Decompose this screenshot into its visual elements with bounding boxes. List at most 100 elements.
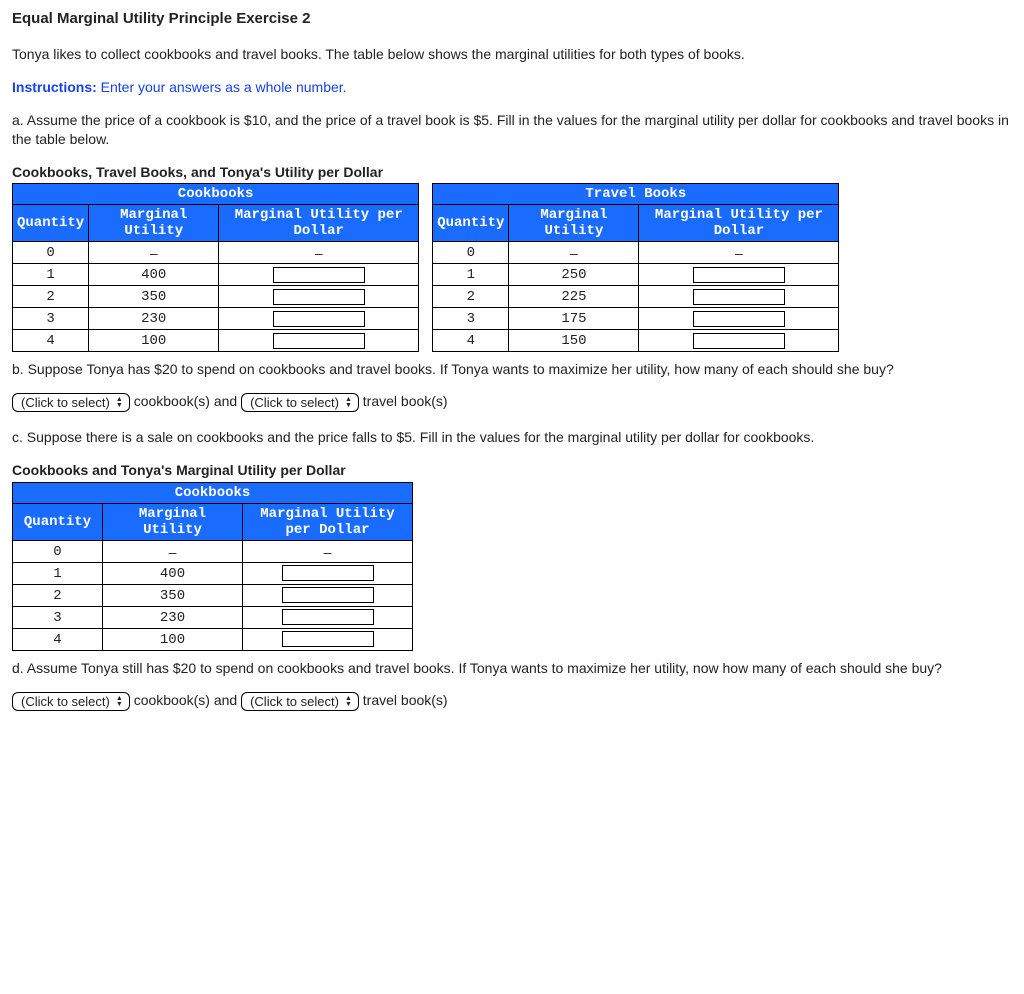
unit-cookbooks: cookbook(s) and	[134, 692, 238, 708]
hdr-qty2: Quantity	[433, 205, 509, 242]
part-c-text: c. Suppose there is a sale on cookbooks …	[12, 428, 1012, 447]
cb-mupd: –	[219, 242, 419, 264]
cb2-mupd-cell	[243, 563, 413, 585]
answer-input[interactable]	[282, 565, 374, 581]
hdr-cookbooks: Cookbooks	[13, 184, 419, 205]
stepper-icon: ▲▼	[345, 397, 352, 409]
gap	[419, 184, 433, 205]
cb-mu: 350	[89, 286, 219, 308]
instructions: Instructions: Enter your answers as a wh…	[12, 78, 1012, 97]
cb2-mupd-cell	[243, 629, 413, 651]
hdr-mu2: Marginal Utility	[509, 205, 639, 242]
table2-title: Cookbooks and Tonya's Marginal Utility p…	[12, 461, 1012, 480]
cb-mu: 100	[89, 330, 219, 352]
answer-input[interactable]	[282, 609, 374, 625]
tb-mu: 225	[509, 286, 639, 308]
unit-cookbooks: cookbook(s) and	[134, 394, 238, 410]
cb2-mupd-cell	[243, 585, 413, 607]
answer-input[interactable]	[693, 311, 785, 327]
cb-mupd-cell	[219, 308, 419, 330]
cb-qty: 0	[13, 242, 89, 264]
unit-travel: travel book(s)	[363, 394, 448, 410]
part-d-answers: (Click to select) ▲▼ cookbook(s) and (Cl…	[12, 692, 1012, 711]
intro-text: Tonya likes to collect cookbooks and tra…	[12, 45, 1012, 64]
gap	[419, 242, 433, 264]
cb2-qty: 3	[13, 607, 103, 629]
cb-qty: 1	[13, 264, 89, 286]
cb-mu: 230	[89, 308, 219, 330]
tb-qty: 0	[433, 242, 509, 264]
tb-mu: –	[509, 242, 639, 264]
cb2-mupd-cell	[243, 607, 413, 629]
cb2-mu: 100	[103, 629, 243, 651]
cb2-mu: 350	[103, 585, 243, 607]
cb2-mu: 230	[103, 607, 243, 629]
cb2-qty: 4	[13, 629, 103, 651]
tb-mu: 175	[509, 308, 639, 330]
cb-mu: 400	[89, 264, 219, 286]
tb-mupd-cell	[639, 286, 839, 308]
page-title: Equal Marginal Utility Principle Exercis…	[12, 10, 1012, 27]
tb-qty: 3	[433, 308, 509, 330]
select-cookbooks-b[interactable]: (Click to select) ▲▼	[12, 393, 130, 412]
answer-input[interactable]	[282, 631, 374, 647]
cb2-mu: –	[103, 541, 243, 563]
instructions-text: Enter your answers as a whole number.	[97, 79, 347, 95]
answer-input[interactable]	[282, 587, 374, 603]
hdr-qty: Quantity	[13, 504, 103, 541]
cb2-mupd: –	[243, 541, 413, 563]
hdr-travel: Travel Books	[433, 184, 839, 205]
answer-input[interactable]	[693, 289, 785, 305]
hdr-mu: Marginal Utility	[89, 205, 219, 242]
answer-input[interactable]	[693, 267, 785, 283]
gap	[419, 205, 433, 242]
tb-mupd-cell	[639, 264, 839, 286]
part-b-answers: (Click to select) ▲▼ cookbook(s) and (Cl…	[12, 393, 1012, 412]
cb2-qty: 2	[13, 585, 103, 607]
cb-qty: 3	[13, 308, 89, 330]
answer-input[interactable]	[273, 311, 365, 327]
select-label: (Click to select)	[21, 396, 110, 409]
cb-mu: –	[89, 242, 219, 264]
utility-table-2: Cookbooks Quantity Marginal Utility Marg…	[12, 482, 413, 651]
cb-qty: 2	[13, 286, 89, 308]
select-label: (Click to select)	[21, 695, 110, 708]
tb-mu: 250	[509, 264, 639, 286]
stepper-icon: ▲▼	[116, 397, 123, 409]
part-b-text: b. Suppose Tonya has $20 to spend on coo…	[12, 360, 1012, 379]
hdr-qty: Quantity	[13, 205, 89, 242]
cb2-qty: 0	[13, 541, 103, 563]
select-cookbooks-d[interactable]: (Click to select) ▲▼	[12, 692, 130, 711]
answer-input[interactable]	[273, 333, 365, 349]
tb-mupd: –	[639, 242, 839, 264]
select-travel-d[interactable]: (Click to select) ▲▼	[241, 692, 359, 711]
cb2-qty: 1	[13, 563, 103, 585]
answer-input[interactable]	[693, 333, 785, 349]
cb-mupd-cell	[219, 264, 419, 286]
answer-input[interactable]	[273, 289, 365, 305]
utility-table-1: Cookbooks Travel Books Quantity Marginal…	[12, 183, 839, 352]
part-a-text: a. Assume the price of a cookbook is $10…	[12, 111, 1012, 149]
table1-title: Cookbooks, Travel Books, and Tonya's Uti…	[12, 163, 1012, 182]
cb2-mu: 400	[103, 563, 243, 585]
hdr-cookbooks-2: Cookbooks	[13, 483, 413, 504]
tb-qty: 1	[433, 264, 509, 286]
select-label: (Click to select)	[250, 396, 339, 409]
cb-mupd-cell	[219, 286, 419, 308]
select-label: (Click to select)	[250, 695, 339, 708]
gap	[419, 286, 433, 308]
stepper-icon: ▲▼	[116, 696, 123, 708]
select-travel-b[interactable]: (Click to select) ▲▼	[241, 393, 359, 412]
part-d-text: d. Assume Tonya still has $20 to spend o…	[12, 659, 1012, 678]
gap	[419, 264, 433, 286]
tb-mupd-cell	[639, 308, 839, 330]
tb-qty: 2	[433, 286, 509, 308]
answer-input[interactable]	[273, 267, 365, 283]
gap	[419, 330, 433, 352]
stepper-icon: ▲▼	[345, 696, 352, 708]
hdr-mupd2: Marginal Utility per Dollar	[639, 205, 839, 242]
cb-mupd-cell	[219, 330, 419, 352]
unit-travel: travel book(s)	[363, 692, 448, 708]
cb-qty: 4	[13, 330, 89, 352]
tb-mupd-cell	[639, 330, 839, 352]
